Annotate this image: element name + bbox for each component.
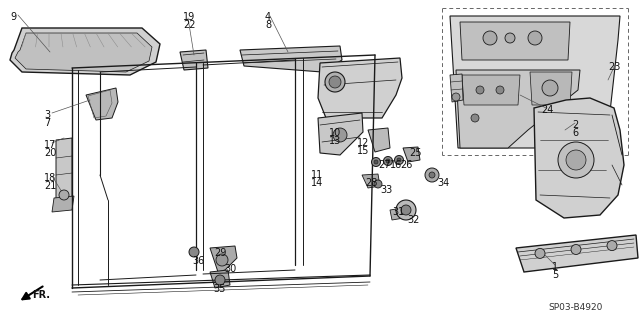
Circle shape [496,86,504,94]
Text: 6: 6 [572,128,578,138]
Text: 35: 35 [213,284,225,294]
Text: 15: 15 [357,146,369,156]
Circle shape [59,190,69,200]
Text: 27: 27 [378,160,390,170]
Circle shape [558,142,594,178]
Polygon shape [450,74,463,102]
Circle shape [325,72,345,92]
Text: 25: 25 [409,148,422,158]
Polygon shape [10,28,160,75]
Text: 20: 20 [44,148,56,158]
Circle shape [374,160,378,164]
Text: 7: 7 [44,118,51,128]
Text: 16: 16 [390,160,403,170]
Text: 30: 30 [224,264,236,274]
Circle shape [429,172,435,178]
Text: 24: 24 [541,105,554,115]
Polygon shape [318,113,363,155]
Circle shape [542,80,558,96]
Polygon shape [450,16,620,148]
Circle shape [528,31,542,45]
Polygon shape [15,33,152,72]
Polygon shape [52,196,74,212]
Text: 28: 28 [365,178,378,188]
Circle shape [535,249,545,258]
Text: 8: 8 [265,20,271,30]
Polygon shape [403,147,420,162]
Text: 21: 21 [44,181,56,191]
Circle shape [374,180,382,188]
Circle shape [397,158,401,162]
Polygon shape [318,58,402,118]
Polygon shape [534,98,624,218]
Text: 17: 17 [44,140,56,150]
Text: 33: 33 [380,185,392,195]
Circle shape [383,157,392,166]
Text: 13: 13 [329,136,341,146]
Polygon shape [210,270,230,288]
Text: 4: 4 [265,12,271,22]
Text: FR.: FR. [32,290,50,300]
Circle shape [607,241,617,251]
Text: 10: 10 [329,128,341,138]
Circle shape [333,128,347,142]
Circle shape [189,247,199,257]
Text: 29: 29 [214,248,227,258]
Text: 31: 31 [392,207,404,217]
Polygon shape [56,138,72,202]
Polygon shape [460,22,570,60]
Text: 26: 26 [400,160,412,170]
Polygon shape [456,70,580,148]
Circle shape [571,244,581,255]
Circle shape [425,168,439,182]
Text: 2: 2 [572,120,579,130]
Text: 34: 34 [437,178,449,188]
Circle shape [471,114,479,122]
Text: 12: 12 [357,138,369,148]
Polygon shape [180,50,208,70]
Text: 9: 9 [10,12,16,22]
Circle shape [371,158,381,167]
Circle shape [505,33,515,43]
Polygon shape [462,75,520,105]
Polygon shape [516,235,638,272]
Circle shape [452,93,460,101]
Text: SP03-B4920: SP03-B4920 [548,303,602,312]
Polygon shape [210,246,237,272]
Text: 3: 3 [44,110,50,120]
Circle shape [483,31,497,45]
Text: 5: 5 [552,270,558,280]
Text: 23: 23 [608,62,620,72]
Text: 22: 22 [183,20,195,30]
Circle shape [401,205,411,215]
Text: 18: 18 [44,173,56,183]
Text: 19: 19 [183,12,195,22]
Circle shape [386,159,390,163]
Text: 32: 32 [407,215,419,225]
Circle shape [396,200,416,220]
Polygon shape [390,208,404,220]
Text: 11: 11 [311,170,323,180]
Circle shape [566,150,586,170]
Circle shape [476,86,484,94]
Polygon shape [240,46,342,72]
Circle shape [215,275,225,285]
Circle shape [329,76,341,88]
Text: 1: 1 [552,262,558,272]
Polygon shape [362,174,380,188]
Text: 14: 14 [311,178,323,188]
Circle shape [394,155,403,165]
Text: 36: 36 [192,256,204,266]
Polygon shape [368,128,390,152]
Circle shape [216,254,228,266]
Polygon shape [86,88,118,120]
Polygon shape [530,72,572,105]
